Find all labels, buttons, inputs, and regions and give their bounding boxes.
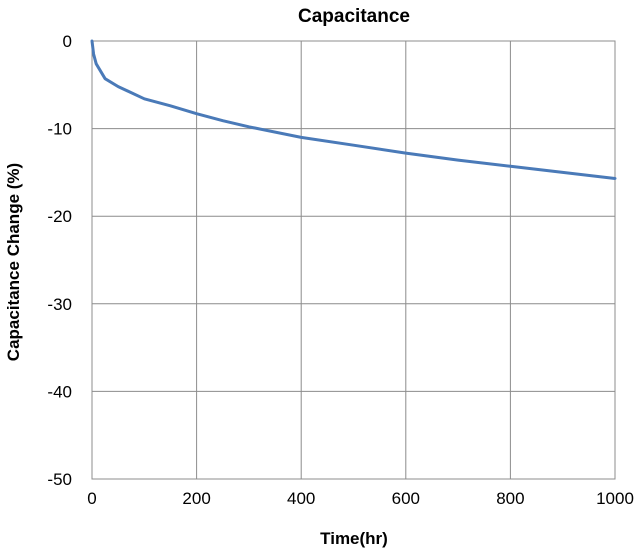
x-axis-ticks: 0 200 400 600 800 1000 xyxy=(87,489,634,508)
y-axis-title: Capacitance Change (%) xyxy=(4,163,23,361)
y-tick-label: 0 xyxy=(63,32,72,51)
x-tick-label: 400 xyxy=(287,489,315,508)
x-tick-label: 600 xyxy=(392,489,420,508)
x-axis-title: Time(hr) xyxy=(320,529,388,548)
y-tick-label: -50 xyxy=(47,470,72,489)
x-tick-label: 0 xyxy=(87,489,96,508)
x-tick-label: 1000 xyxy=(596,489,634,508)
x-tick-label: 800 xyxy=(496,489,524,508)
plot-border xyxy=(91,40,616,480)
x-tick-label: 200 xyxy=(182,489,210,508)
y-tick-label: -40 xyxy=(47,382,72,401)
series-layer xyxy=(90,39,617,180)
y-tick-label: -30 xyxy=(47,295,72,314)
series-line-0 xyxy=(90,39,617,180)
y-tick-label: -10 xyxy=(47,120,72,139)
y-tick-label: -20 xyxy=(47,207,72,226)
y-axis-ticks: 0 -10 -20 -30 -40 -50 xyxy=(47,32,72,489)
chart-title: Capacitance xyxy=(298,6,410,27)
